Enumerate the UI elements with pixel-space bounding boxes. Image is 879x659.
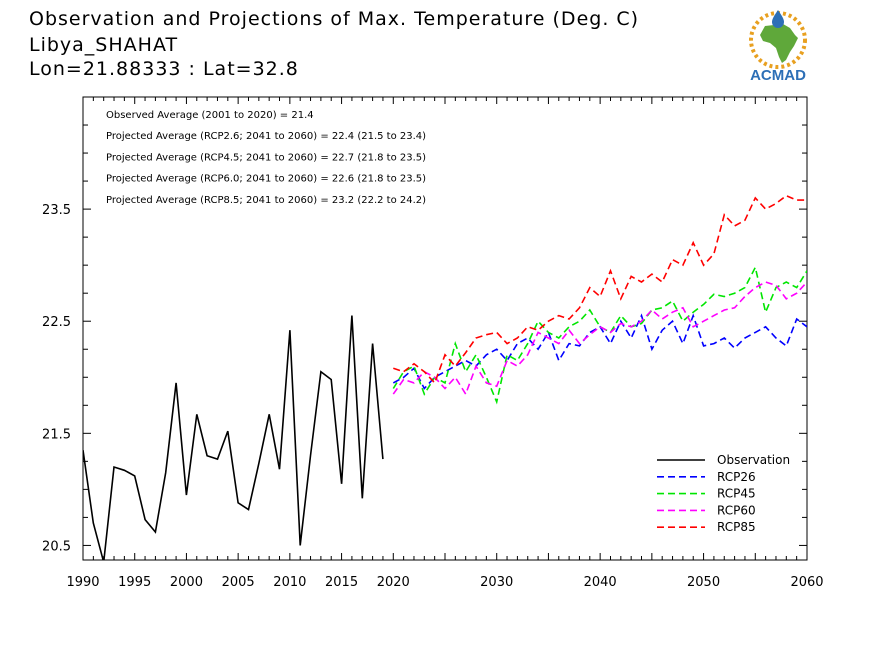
x-tick-label: 2015 [325,575,358,590]
legend-label: RCP85 [717,520,756,534]
station-coordinates: Lon=21.88333 : Lat=32.8 [29,58,299,80]
annotation-line: Projected Average (RCP8.5; 2041 to 2060)… [106,195,426,206]
series-line-rcp26 [392,313,807,390]
x-tick-label: 2060 [790,575,823,590]
annotation-line: Projected Average (RCP2.6; 2041 to 2060)… [106,131,426,142]
x-tick-label: 2000 [170,575,203,590]
africa-shape [760,24,798,63]
x-tick-label: 2020 [377,575,410,590]
plot-frame [82,96,808,561]
y-tick-label: 20.5 [42,539,71,554]
x-tick-label: 2005 [222,575,255,590]
series-line-observation [83,315,384,560]
series-line-rcp85 [393,194,807,385]
x-tick-label: 2030 [480,575,513,590]
x-tick-label: 2050 [687,575,720,590]
annotation-line: Projected Average (RCP4.5; 2041 to 2060)… [106,152,426,163]
legend-label: RCP60 [717,503,756,517]
y-tick-label: 21.5 [42,427,71,442]
series-line-rcp45 [392,265,807,405]
x-tick-label: 1990 [66,575,99,590]
annotation-line: Projected Average (RCP6.0; 2041 to 2060)… [106,174,426,185]
station-name: Libya_SHAHAT [29,34,179,56]
acmad-logo: ACMAD [749,10,807,84]
series-line-rcp60 [392,281,807,396]
y-tick-label: 22.5 [42,315,71,330]
chart-title: Observation and Projections of Max. Temp… [29,8,640,30]
x-tick-label: 2010 [273,575,306,590]
y-tick-label: 23.5 [42,203,71,218]
annotation-line: Observed Average (2001 to 2020) = 21.4 [106,110,314,121]
legend-label: Observation [717,453,790,467]
water-drop-icon [772,10,784,28]
x-tick-label: 2040 [584,575,617,590]
legend-label: RCP45 [717,487,756,501]
logo-text: ACMAD [750,67,806,84]
x-tick-label: 1995 [118,575,151,590]
legend-label: RCP26 [717,470,756,484]
